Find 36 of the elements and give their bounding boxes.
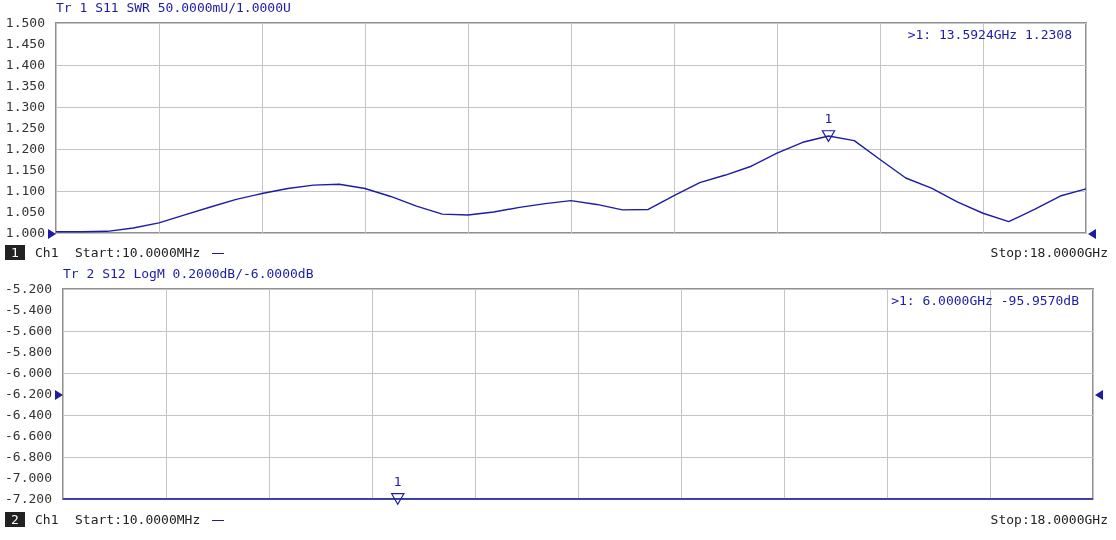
y-tick-label: 1.100 bbox=[5, 183, 45, 198]
y-tick-label: -7.200 bbox=[5, 491, 52, 506]
y-tick-label: 1.150 bbox=[5, 162, 45, 177]
y-tick-label: 1.300 bbox=[5, 99, 45, 114]
annotation: >1: 13.5924GHz 1.2308 bbox=[907, 27, 1072, 42]
y-tick-label: 1.350 bbox=[5, 78, 45, 93]
chart-title: Tr 2 S12 LogM 0.2000dB/-6.0000dB bbox=[63, 266, 314, 281]
y-tick-label: -6.600 bbox=[5, 428, 52, 443]
y-tick-label: 1.200 bbox=[5, 141, 45, 156]
annotation: >1: 6.0000GHz -95.9570dB bbox=[891, 293, 1080, 308]
y-tick-label: -5.200 bbox=[5, 281, 52, 296]
y-tick-label: -5.600 bbox=[5, 323, 52, 338]
y-tick-label: 1.450 bbox=[5, 36, 45, 51]
y-tick-label: -7.000 bbox=[5, 470, 52, 485]
chart-title: Tr 1 S11 SWR 50.0000mU/1.0000U bbox=[56, 0, 291, 15]
text: 1 bbox=[5, 245, 25, 260]
y-tick-label: 1.050 bbox=[5, 204, 45, 219]
text: Ch1 bbox=[35, 245, 59, 260]
y-tick-label: 1.500 bbox=[5, 15, 45, 30]
y-tick-label: 1.400 bbox=[5, 57, 45, 72]
y-tick-label: 1.000 bbox=[5, 225, 45, 240]
text: Start:10.0000MHz bbox=[75, 245, 201, 260]
y-tick-label: -6.200 bbox=[5, 386, 52, 401]
y-tick-label: -6.800 bbox=[5, 449, 52, 464]
y-tick-label: -6.000 bbox=[5, 365, 52, 380]
y-tick-label: -6.400 bbox=[5, 407, 52, 422]
annotation: 1 bbox=[393, 474, 402, 489]
y-tick-label: -5.800 bbox=[5, 344, 52, 359]
annotation: 1 bbox=[824, 111, 833, 127]
text: Ch1 bbox=[35, 512, 59, 527]
text: Start:10.0000MHz bbox=[75, 512, 201, 527]
text: Stop:18.0000GHz bbox=[990, 512, 1108, 527]
y-tick-label: -5.400 bbox=[5, 302, 52, 317]
text: Stop:18.0000GHz bbox=[990, 245, 1108, 260]
y-tick-label: 1.250 bbox=[5, 120, 45, 135]
text: 2 bbox=[5, 512, 25, 527]
